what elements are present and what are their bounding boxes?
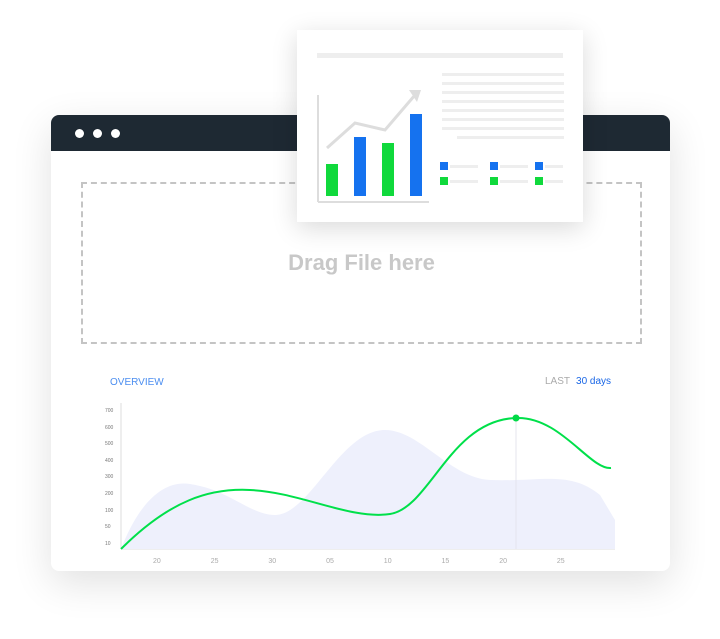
y-tick-label: 10 [105,540,111,547]
window-dot [111,129,120,138]
y-tick-label: 300 [105,474,114,481]
x-tick-label: 20 [153,558,161,565]
x-tick-label: 15 [441,558,450,565]
range-selector[interactable]: LAST 30 days [545,376,611,387]
y-tick-label: 200 [105,491,114,497]
range-value: 30 days [576,376,612,387]
x-tick-label: 25 [210,558,219,565]
x-tick-label: 25 [556,558,565,565]
x-tick-label: 20 [499,558,507,565]
x-tick-label: 10 [383,558,392,565]
chart-title: OVERVIEW [110,377,164,388]
report-document-illustration [297,30,583,222]
window-dot [93,129,102,138]
x-tick-label: 30 [268,558,277,565]
highlight-point [512,414,520,422]
y-tick-label: 50 [105,524,111,531]
y-tick-label: 500 [105,441,114,448]
area-series [121,430,615,549]
window-dot [75,129,84,138]
y-tick-label: 700 [105,408,114,414]
x-tick-label: 05 [326,558,334,565]
y-tick-label: 600 [105,424,114,431]
y-tick-label: 100 [105,507,114,514]
report-chart-icon [317,53,564,203]
range-prefix: LAST [545,376,571,387]
dropzone-label: Drag File here [288,250,435,275]
line-series [120,416,612,550]
y-tick-label: 400 [105,457,114,464]
